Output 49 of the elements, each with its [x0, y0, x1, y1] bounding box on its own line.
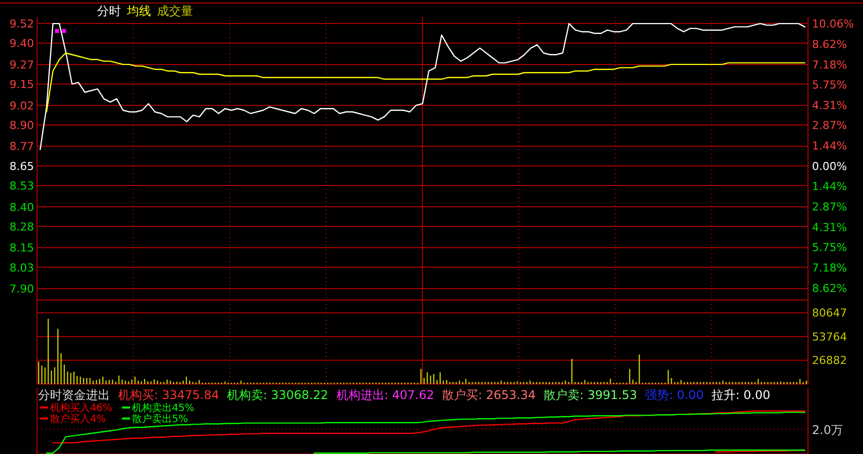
y-tick-label: 8.28	[10, 220, 34, 234]
text: 机构卖: 33068.22	[227, 388, 328, 402]
text: 机构买: 33475.84	[118, 388, 220, 402]
y-tick-label: 8.03	[10, 261, 34, 274]
text: 成交量	[157, 4, 193, 18]
y-tick-label: 7.90	[10, 282, 34, 296]
y2-tick-label: 7.18%	[812, 261, 847, 274]
legend-label: 散户卖出5%	[132, 413, 188, 425]
y2-tick-label: 8.62%	[812, 282, 847, 295]
y-tick-label: 8.40	[10, 200, 34, 214]
y2-tick-label: 4.31%	[812, 98, 847, 112]
y-tick-label: 8.53	[10, 179, 34, 192]
text: 均线	[126, 4, 151, 18]
text: 强势: 0.00	[645, 388, 704, 402]
line-series	[40, 22, 806, 150]
y2-tick-label: 4.31%	[812, 220, 847, 234]
y-tick-label: 9.52	[10, 18, 34, 31]
text: 散户卖: 3991.53	[544, 388, 638, 402]
y2-tick-label: 1.44%	[812, 180, 847, 194]
legend-label: 机构买入46%	[50, 402, 112, 414]
ref-line-label: 2.0万	[812, 423, 844, 438]
y-tick-label: 8.90	[10, 118, 34, 132]
y2-tick-label: 5.75%	[812, 78, 847, 92]
y2-tick-label: 8.62%	[812, 38, 847, 51]
text: 拉升: 0.00	[712, 388, 770, 402]
y2-tick-label: 2.87%	[812, 200, 847, 214]
y-tick-label: 8.65	[10, 160, 34, 173]
y-tick-label: 9.02	[10, 99, 34, 112]
y2-tick-label: 7.18%	[812, 58, 847, 72]
y-tick-label: 8.77	[10, 140, 34, 154]
legend-label: 散户买入4%	[50, 413, 106, 425]
y-tick-label: 80647	[812, 306, 847, 320]
text: 分时	[97, 4, 121, 18]
y2-tick-label: 5.75%	[812, 241, 847, 254]
y-tick-label: 9.27	[10, 58, 34, 72]
y2-tick-label: 0.00%	[812, 160, 847, 173]
y-tick-label: 9.40	[10, 37, 34, 50]
y2-tick-label: 2.87%	[812, 119, 847, 132]
text: 散户买: 2653.34	[442, 388, 536, 402]
line-series	[46, 52, 806, 112]
y-tick-label: 8.15	[10, 242, 34, 255]
y-tick-label: 53764	[812, 330, 847, 344]
y-tick-label: 9.15	[10, 78, 34, 92]
legend-label: 机构卖出45%	[132, 402, 194, 414]
chart-title: 分时资金进出	[38, 388, 110, 402]
y2-tick-label: 1.44%	[812, 139, 847, 152]
text: 机构进出: 407.62	[336, 388, 434, 402]
y2-tick-label: 10.06%	[812, 18, 854, 31]
y-tick-label: 26882	[812, 354, 847, 368]
